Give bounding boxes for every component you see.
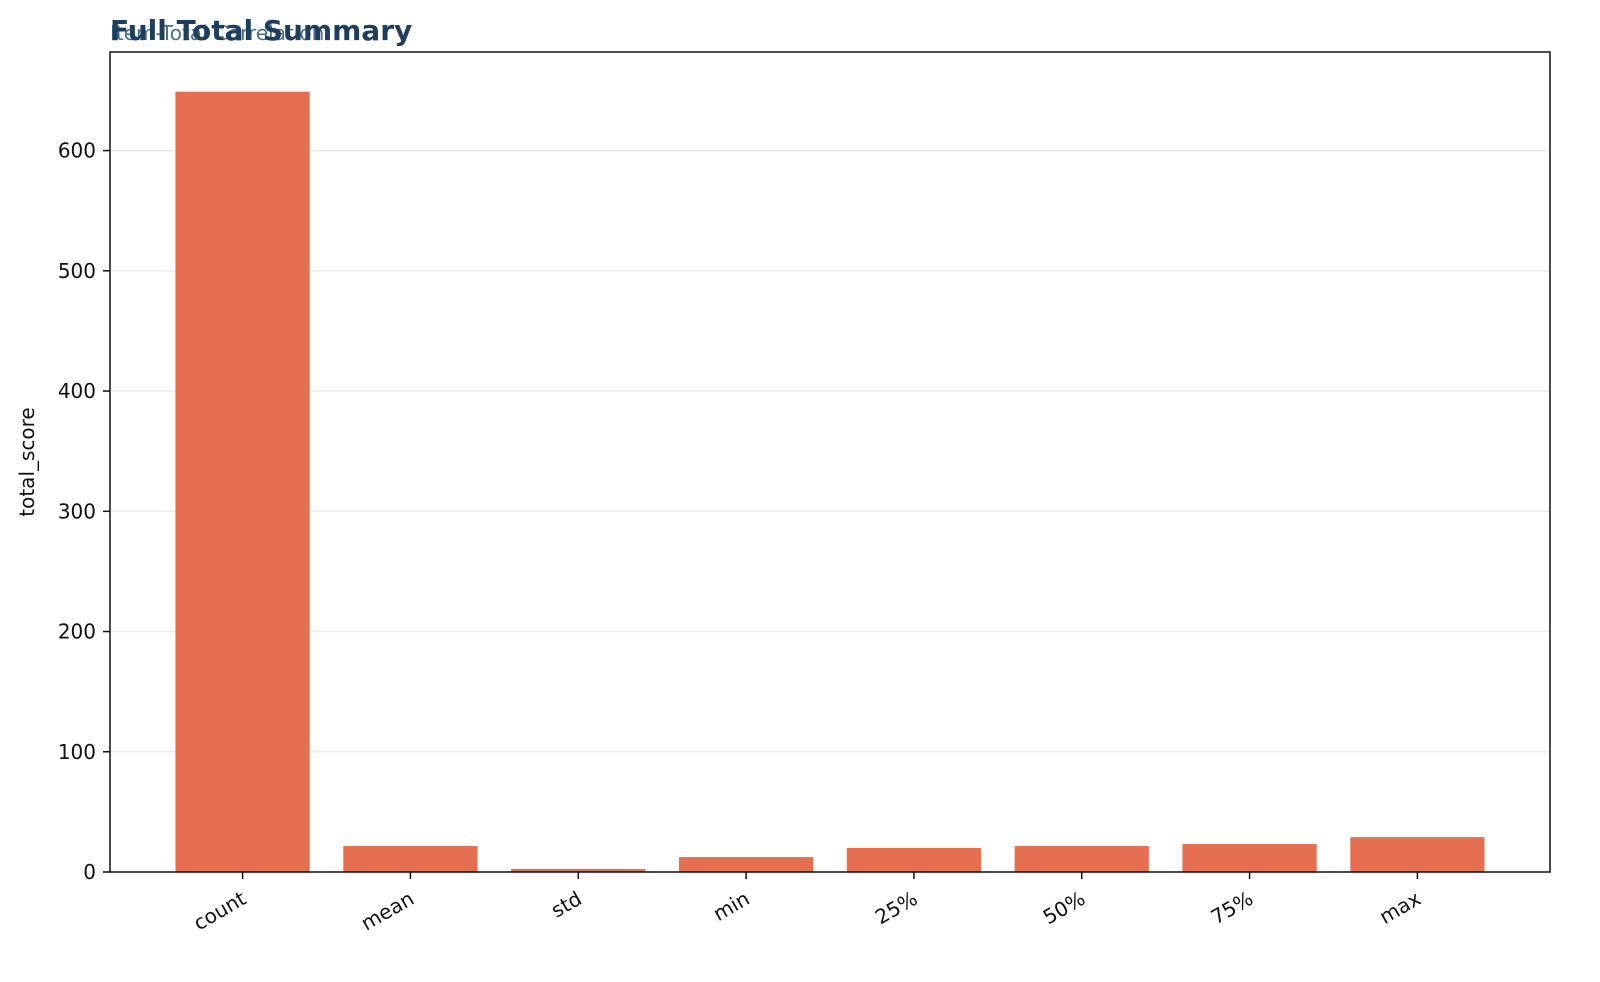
y-tick-label: 0	[83, 860, 96, 884]
x-tick-label: min	[709, 886, 754, 926]
bar	[175, 91, 310, 872]
bar	[678, 857, 814, 872]
y-tick-label: 200	[58, 620, 96, 644]
x-tick-label: 50%	[1039, 886, 1089, 929]
y-tick-label: 300	[58, 499, 96, 523]
chart-title: Full Total Summary	[110, 14, 412, 47]
x-tick-label: mean	[357, 886, 418, 935]
bar	[1182, 843, 1317, 872]
bar	[343, 846, 478, 872]
x-tick-label: 75%	[1207, 886, 1257, 929]
plot-frame	[109, 51, 1551, 873]
bar	[511, 868, 646, 872]
y-tick-label: 400	[58, 379, 96, 403]
bar	[1014, 846, 1149, 872]
bar	[846, 847, 982, 872]
x-tick-label: max	[1375, 886, 1425, 929]
y-axis-label: total_score	[15, 407, 39, 516]
y-tick-label: 500	[58, 259, 96, 283]
x-tick-label: count	[189, 886, 250, 935]
bar	[1350, 837, 1485, 872]
x-tick-label: std	[547, 886, 586, 922]
y-tick-label: 600	[58, 139, 96, 163]
y-tick-label: 100	[58, 740, 96, 764]
chart-subtitle: Item-Total Correlation	[110, 21, 324, 45]
x-tick-label: 25%	[871, 886, 921, 929]
